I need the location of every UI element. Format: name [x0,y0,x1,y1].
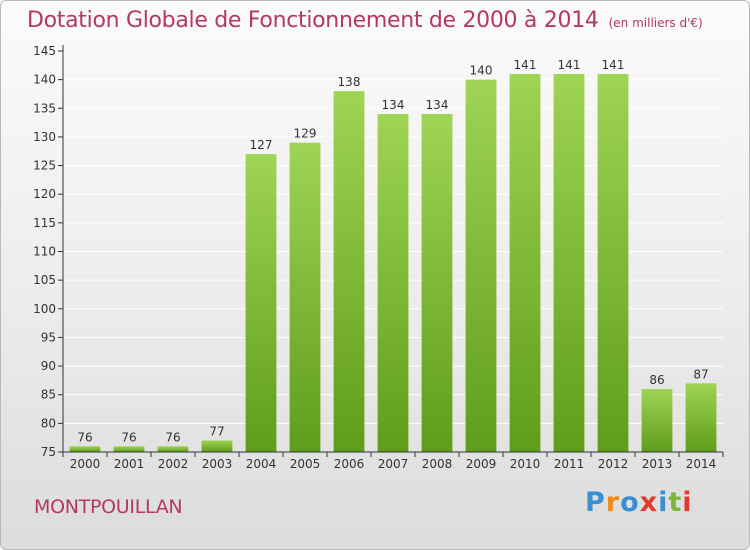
bar [333,91,365,452]
brand-letter: r [605,487,621,518]
brand-letter: P [585,487,606,518]
y-tick-label: 80 [41,416,56,430]
bar [597,73,629,453]
bar-value-label: 134 [426,98,449,112]
bar [201,440,233,452]
bar-value-label: 134 [382,98,405,112]
y-tick-label: 135 [33,101,56,115]
x-tick-label: 2002 [158,457,189,471]
title-text: Dotation Globale de Fonctionnement de 20… [27,8,599,33]
bar-value-label: 86 [649,373,664,387]
bar [245,154,277,452]
bars [69,73,717,453]
bar [685,383,717,452]
x-tick-label: 2009 [466,457,497,471]
y-tick-label: 140 [33,73,56,87]
brand-letter: x [639,487,659,518]
bar-value-label: 138 [338,75,361,89]
x-tick-label: 2014 [686,457,717,471]
y-tick-label: 95 [41,330,56,344]
bar [113,446,145,452]
y-tick-label: 100 [33,302,56,316]
y-tick-label: 110 [33,245,56,259]
y-tick-label: 105 [33,273,56,287]
bar-value-label: 76 [165,430,180,444]
labels: 76 76 76 77 127 129 138 134 134 140 141 141 141 86 87 [77,58,708,444]
x-tick-label: 2012 [598,457,629,471]
bar [289,142,321,452]
unit-subtitle: (en milliers d'€) [608,16,703,30]
bar-value-label: 87 [693,367,708,381]
y-tick-label: 130 [33,130,56,144]
x-tick-label: 2010 [510,457,541,471]
bar [553,73,585,453]
bar [509,73,541,453]
x-tick-label: 2004 [246,457,277,471]
brand-letter: o [620,487,640,518]
bar-value-label: 141 [514,58,537,72]
x-tick-label: 2008 [422,457,453,471]
x-tick-label: 2000 [70,457,101,471]
x-tick-label: 2007 [378,457,409,471]
bar [421,114,453,452]
y-tick-label: 115 [33,216,56,230]
y-tick-label: 90 [41,359,56,373]
bar [69,446,101,452]
x-tick-label: 2003 [202,457,233,471]
bar-value-label: 76 [77,430,92,444]
bar-value-label: 77 [209,425,224,439]
brand-letter: i [682,487,693,518]
x-tick-label: 2006 [334,457,365,471]
bar [465,79,497,452]
bar-value-label: 127 [250,138,273,152]
y-tick-label: 125 [33,159,56,173]
bar [157,446,189,452]
chart-title: Dotation Globale de Fonctionnement de 20… [27,8,703,33]
bar-value-label: 141 [602,58,625,72]
x-tick-label: 2001 [114,457,145,471]
proxiti-logo: Proxiti [585,487,693,518]
brand-letter: t [668,487,683,518]
x-tick-label: 2005 [290,457,321,471]
x-tick-label: 2013 [642,457,673,471]
bar-value-label: 141 [558,58,581,72]
bar-value-label: 129 [294,127,317,141]
brand-letter: i [658,487,669,518]
bar-value-label: 140 [470,64,493,78]
y-tick-label: 75 [41,445,56,459]
axes: 75 80 85 90 95 100 105 110 115 120 125 130 135 140 145… [33,44,724,471]
bar [377,114,409,452]
commune-name: MONTPOUILLAN [34,496,183,518]
y-tick-label: 85 [41,388,56,402]
y-tick-label: 145 [33,44,56,58]
bar [641,389,673,452]
bar-value-label: 76 [121,430,136,444]
x-tick-label: 2011 [554,457,585,471]
y-tick-label: 120 [33,187,56,201]
